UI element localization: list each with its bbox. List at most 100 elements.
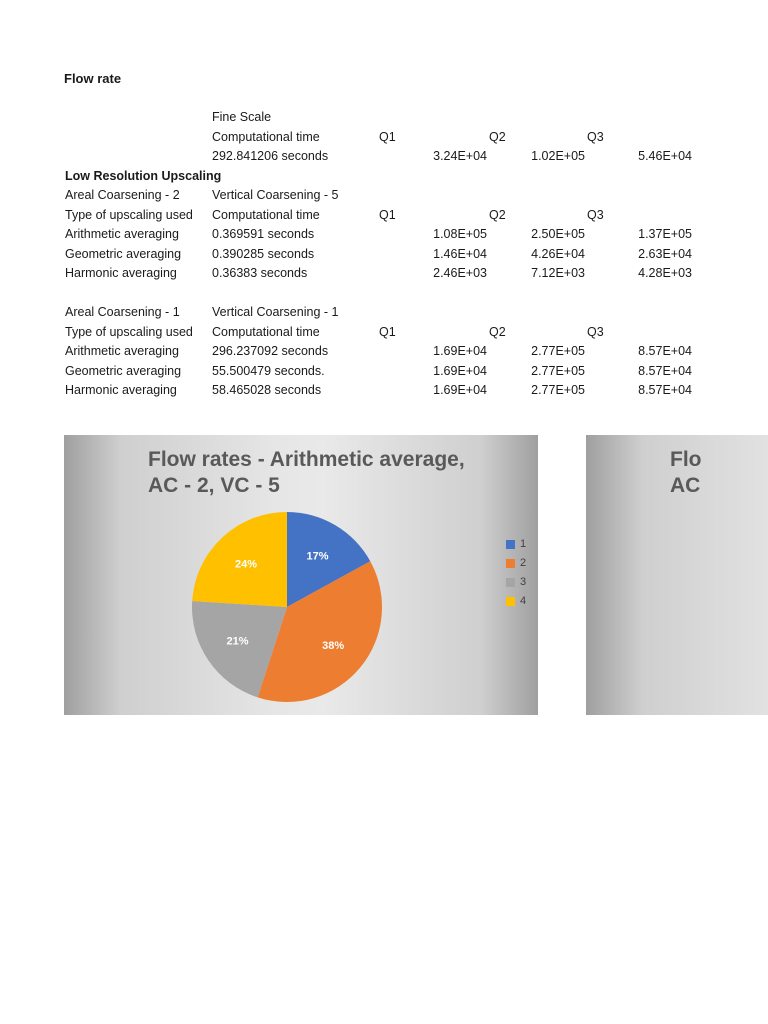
table-row: Low Resolution Upscaling xyxy=(64,167,693,187)
pie-slice-label: 17% xyxy=(306,551,328,563)
table-cell: Q1 xyxy=(379,324,396,339)
table-cell: 8.57E+04 xyxy=(638,344,692,358)
table-cell: 1.69E+04 xyxy=(433,363,487,378)
pie-slice-1 xyxy=(287,512,371,607)
legend-swatch-icon xyxy=(506,559,515,568)
table-cell: 2.50E+05 xyxy=(531,227,585,241)
legend-item: 3 xyxy=(506,576,526,589)
table-cell: Type of upscaling used xyxy=(65,324,193,339)
chart-title: Flow rates - Arithmetic average, AC - 2,… xyxy=(148,447,465,499)
table-cell: 0.390285 seconds xyxy=(212,246,315,261)
legend-swatch-icon xyxy=(506,578,515,587)
table-row xyxy=(64,284,693,304)
pie-slice-label: 24% xyxy=(235,558,257,570)
table-cell: Computational time xyxy=(212,207,320,222)
legend-item: 2 xyxy=(506,557,526,570)
table-cell: 296.237092 seconds xyxy=(212,344,329,358)
pie-chart-clipped: Flo AC xyxy=(586,435,768,715)
legend-label: 3 xyxy=(520,576,527,588)
chart-title-partial-line1: Flo xyxy=(670,448,702,471)
table-cell: Q2 xyxy=(489,129,506,144)
table-cell: Type of upscaling used xyxy=(65,207,193,222)
table-cell: Geometric averaging xyxy=(65,246,182,261)
pie-slice-2 xyxy=(257,561,383,703)
table-row: Harmonic averaging 58.465028 seconds 1.69E… xyxy=(64,381,693,401)
table-cell: 1.08E+05 xyxy=(433,227,487,241)
table-cell: Geometric averaging xyxy=(65,363,182,378)
data-table: Fine Scale Computational time Q1 Q2 Q3 292.84… xyxy=(64,108,693,401)
table-cell: 0.36383 seconds xyxy=(212,266,308,280)
table-cell: 8.57E+04 xyxy=(638,383,692,397)
table-row: Computational time Q1 Q2 Q3 xyxy=(64,128,693,148)
table-cell: Q2 xyxy=(489,324,506,339)
table-cell: 55.500479 seconds. xyxy=(212,363,325,378)
table-cell: Q1 xyxy=(379,207,396,222)
table-cell: Q3 xyxy=(587,324,604,339)
chart-title-partial: Flo AC xyxy=(670,447,702,499)
pie-chart-ac2-vc5: Flow rates - Arithmetic average, AC - 2,… xyxy=(64,435,538,715)
table-row: Geometric averaging 55.500479 seconds. 1.6… xyxy=(64,362,693,382)
table-cell: 2.77E+05 xyxy=(531,344,585,358)
page-title: Flow rate xyxy=(64,71,122,86)
table-cell: Low Resolution Upscaling xyxy=(65,168,222,183)
table-cell: 2.77E+05 xyxy=(531,383,585,397)
table-row: Harmonic averaging 0.36383 seconds 2.46E+0… xyxy=(64,264,693,284)
pie-slice-4 xyxy=(192,512,287,607)
legend-label: 2 xyxy=(520,557,527,569)
table-row: Arithmetic averaging 296.237092 seconds 1.… xyxy=(64,342,693,362)
table-row: Geometric averaging 0.390285 seconds 1.46E… xyxy=(64,245,693,265)
table-cell: Q1 xyxy=(379,129,396,144)
table-cell: Q3 xyxy=(587,129,604,144)
table-cell: Fine Scale xyxy=(212,110,272,124)
table-cell: 1.69E+04 xyxy=(433,383,487,397)
legend-label: 4 xyxy=(520,595,527,607)
table-cell: 1.02E+05 xyxy=(531,149,585,163)
table-cell: 292.841206 seconds xyxy=(212,149,329,163)
legend-item: 1 xyxy=(506,538,526,551)
chart-title-partial-line2: AC xyxy=(670,474,701,497)
table-cell: 2.46E+03 xyxy=(433,266,487,280)
table-row: Areal Coarsening - 1 Vertical Coarsening … xyxy=(64,303,693,323)
legend-swatch-icon xyxy=(506,597,515,606)
table-cell: Q2 xyxy=(489,207,506,222)
table-cell: 4.26E+04 xyxy=(531,246,585,261)
table-cell: 2.63E+04 xyxy=(638,246,692,261)
table-cell: 3.24E+04 xyxy=(433,149,487,163)
table-cell: 1.37E+05 xyxy=(638,227,692,241)
table-cell: 8.57E+04 xyxy=(638,363,692,378)
table-row: Fine Scale xyxy=(64,108,693,128)
table-row: 292.841206 seconds 3.24E+04 1.02E+05 5.46E+… xyxy=(64,147,693,167)
table-cell: 1.46E+04 xyxy=(433,246,487,261)
table-cell: 7.12E+03 xyxy=(531,266,585,280)
pie-slice-label: 21% xyxy=(226,636,248,648)
table-cell: 2.77E+05 xyxy=(531,363,585,378)
table-cell: 58.465028 seconds xyxy=(212,383,322,397)
table-row: Areal Coarsening - 2 Vertical Coarsening … xyxy=(64,186,693,206)
table-cell: Areal Coarsening - 1 xyxy=(65,305,180,319)
table-cell: Computational time xyxy=(212,129,320,144)
table-cell: Arithmetic averaging xyxy=(65,344,179,358)
pie-plot: 17% 38% 21% 24% xyxy=(192,512,383,703)
table-cell: Harmonic averaging xyxy=(65,383,177,397)
table-cell: Areal Coarsening - 2 xyxy=(65,188,180,202)
table-row: Type of upscaling used Computational time… xyxy=(64,323,693,343)
chart-legend: 1 2 3 4 xyxy=(506,538,526,614)
table-cell: Q3 xyxy=(587,207,604,222)
table-cell: 4.28E+03 xyxy=(638,266,692,280)
table-cell: 5.46E+04 xyxy=(638,149,692,163)
legend-item: 4 xyxy=(506,595,526,608)
chart-title-line2: AC - 2, VC - 5 xyxy=(148,474,280,497)
table-cell: Vertical Coarsening - 5 xyxy=(212,188,339,202)
table-cell: Arithmetic averaging xyxy=(65,227,179,241)
legend-label: 1 xyxy=(520,538,527,550)
chart-title-line1: Flow rates - Arithmetic average, xyxy=(148,448,465,471)
legend-swatch-icon xyxy=(506,540,515,549)
table-cell: Harmonic averaging xyxy=(65,266,177,280)
pie-slice-label: 38% xyxy=(322,640,344,652)
table-cell: 0.369591 seconds xyxy=(212,227,315,241)
table-cell: Computational time xyxy=(212,324,320,339)
table-cell: Vertical Coarsening - 1 xyxy=(212,305,339,319)
table-row: Arithmetic averaging 0.369591 seconds 1.08… xyxy=(64,225,693,245)
table-row: Type of upscaling used Computational time… xyxy=(64,206,693,226)
